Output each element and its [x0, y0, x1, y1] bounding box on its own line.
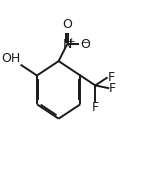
- Text: F: F: [107, 71, 114, 84]
- Text: F: F: [109, 82, 116, 95]
- Text: O: O: [81, 38, 91, 51]
- Text: +: +: [67, 36, 74, 46]
- Text: −: −: [81, 37, 89, 46]
- Text: N: N: [62, 38, 72, 51]
- Text: F: F: [92, 101, 99, 114]
- Text: O: O: [62, 18, 72, 31]
- Text: OH: OH: [1, 52, 20, 65]
